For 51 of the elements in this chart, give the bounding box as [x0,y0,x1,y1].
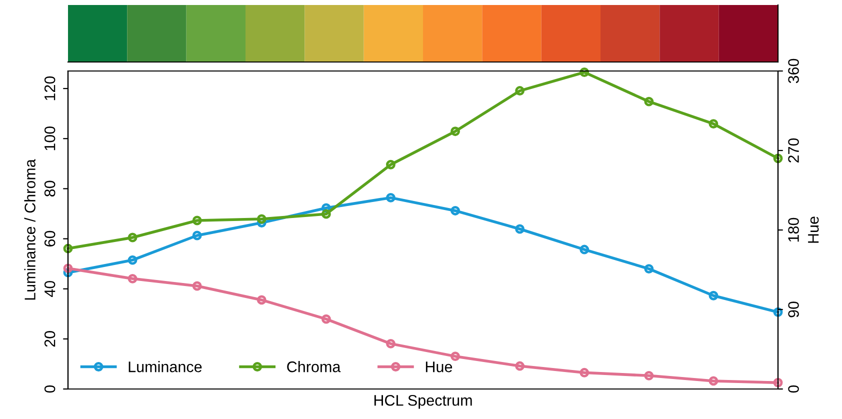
point [773,307,783,317]
point [192,216,202,226]
point [708,290,718,300]
point [321,314,331,324]
y-tick-label: 100 [44,126,56,150]
point [63,244,73,254]
point [450,206,460,216]
point [580,68,590,77]
y-tick-label: 60 [44,230,56,246]
y-tick-label: 40 [44,280,56,297]
point [515,224,525,234]
point [644,370,654,380]
point [192,281,202,291]
point [128,274,138,284]
point [450,126,460,136]
point [450,352,460,362]
point [515,361,525,371]
point [644,96,654,106]
point [256,295,266,305]
point [386,338,396,348]
y-tick-label: 20 [44,331,56,347]
point [708,119,718,129]
y2-tick-label: 270 [788,138,799,162]
point [192,230,202,240]
y-tick-label: 0 [44,385,56,393]
point [773,154,783,164]
point [128,232,138,242]
point [580,368,590,378]
point [256,214,266,224]
point [128,255,138,265]
y-tick-label: 120 [44,76,56,100]
y2-tick-label: 360 [788,58,799,84]
point [386,160,396,170]
legend-label: Chroma [287,361,341,372]
legend-label: Luminance [128,361,202,372]
point [644,264,654,274]
y2-tick-label: 180 [788,218,799,242]
y2-axis-title: Hue [808,216,819,243]
x-axis-title: HCL Spectrum [374,394,472,409]
point [773,378,783,388]
y2-tick-label: 0 [788,385,799,393]
legend-label: Hue [426,362,452,372]
y2-tick-label: 90 [788,302,799,318]
point [63,264,73,274]
y-tick-label: 80 [44,180,56,197]
point [708,376,718,386]
point [580,244,590,254]
point [515,86,525,96]
point [386,192,396,202]
y-axis-title: Luminance / Chroma [24,159,36,300]
point [321,209,331,219]
